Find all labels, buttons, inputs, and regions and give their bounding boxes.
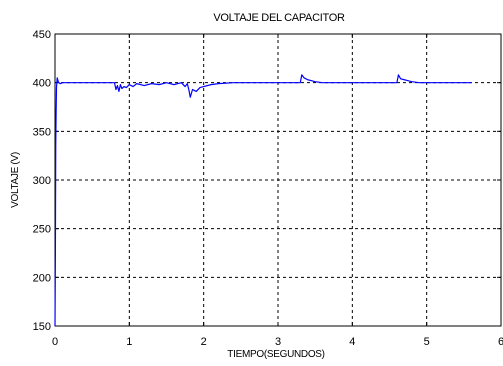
x-tick-labels: 0 1 2 3 4 5 6 [52, 336, 503, 348]
x-axis-label: TIEMPO(SEGUNDOS) [227, 349, 324, 360]
y-tick-label: 300 [33, 175, 51, 187]
axis-ticks [54, 33, 502, 327]
x-tick-label: 1 [126, 336, 132, 348]
grid [55, 34, 501, 326]
x-tick-label: 3 [275, 336, 281, 348]
x-tick-label: 4 [349, 336, 355, 348]
x-tick-label: 5 [424, 336, 430, 348]
chart-title: VOLTAJE DEL CAPACITOR [213, 12, 345, 24]
y-tick-label: 350 [33, 126, 51, 138]
y-tick-labels: 150 200 250 300 350 400 450 [33, 29, 51, 333]
x-tick-label: 6 [498, 336, 503, 348]
y-tick-label: 200 [33, 272, 51, 284]
y-tick-label: 400 [33, 78, 51, 90]
series-line [54, 74, 472, 327]
x-tick-label: 0 [52, 336, 58, 348]
y-axis-label: VOLTAJE (V) [10, 152, 21, 208]
series-group [54, 74, 472, 327]
x-tick-label: 2 [201, 336, 207, 348]
y-tick-label: 150 [33, 321, 51, 333]
y-tick-label: 450 [33, 29, 51, 41]
y-tick-label: 250 [33, 224, 51, 236]
